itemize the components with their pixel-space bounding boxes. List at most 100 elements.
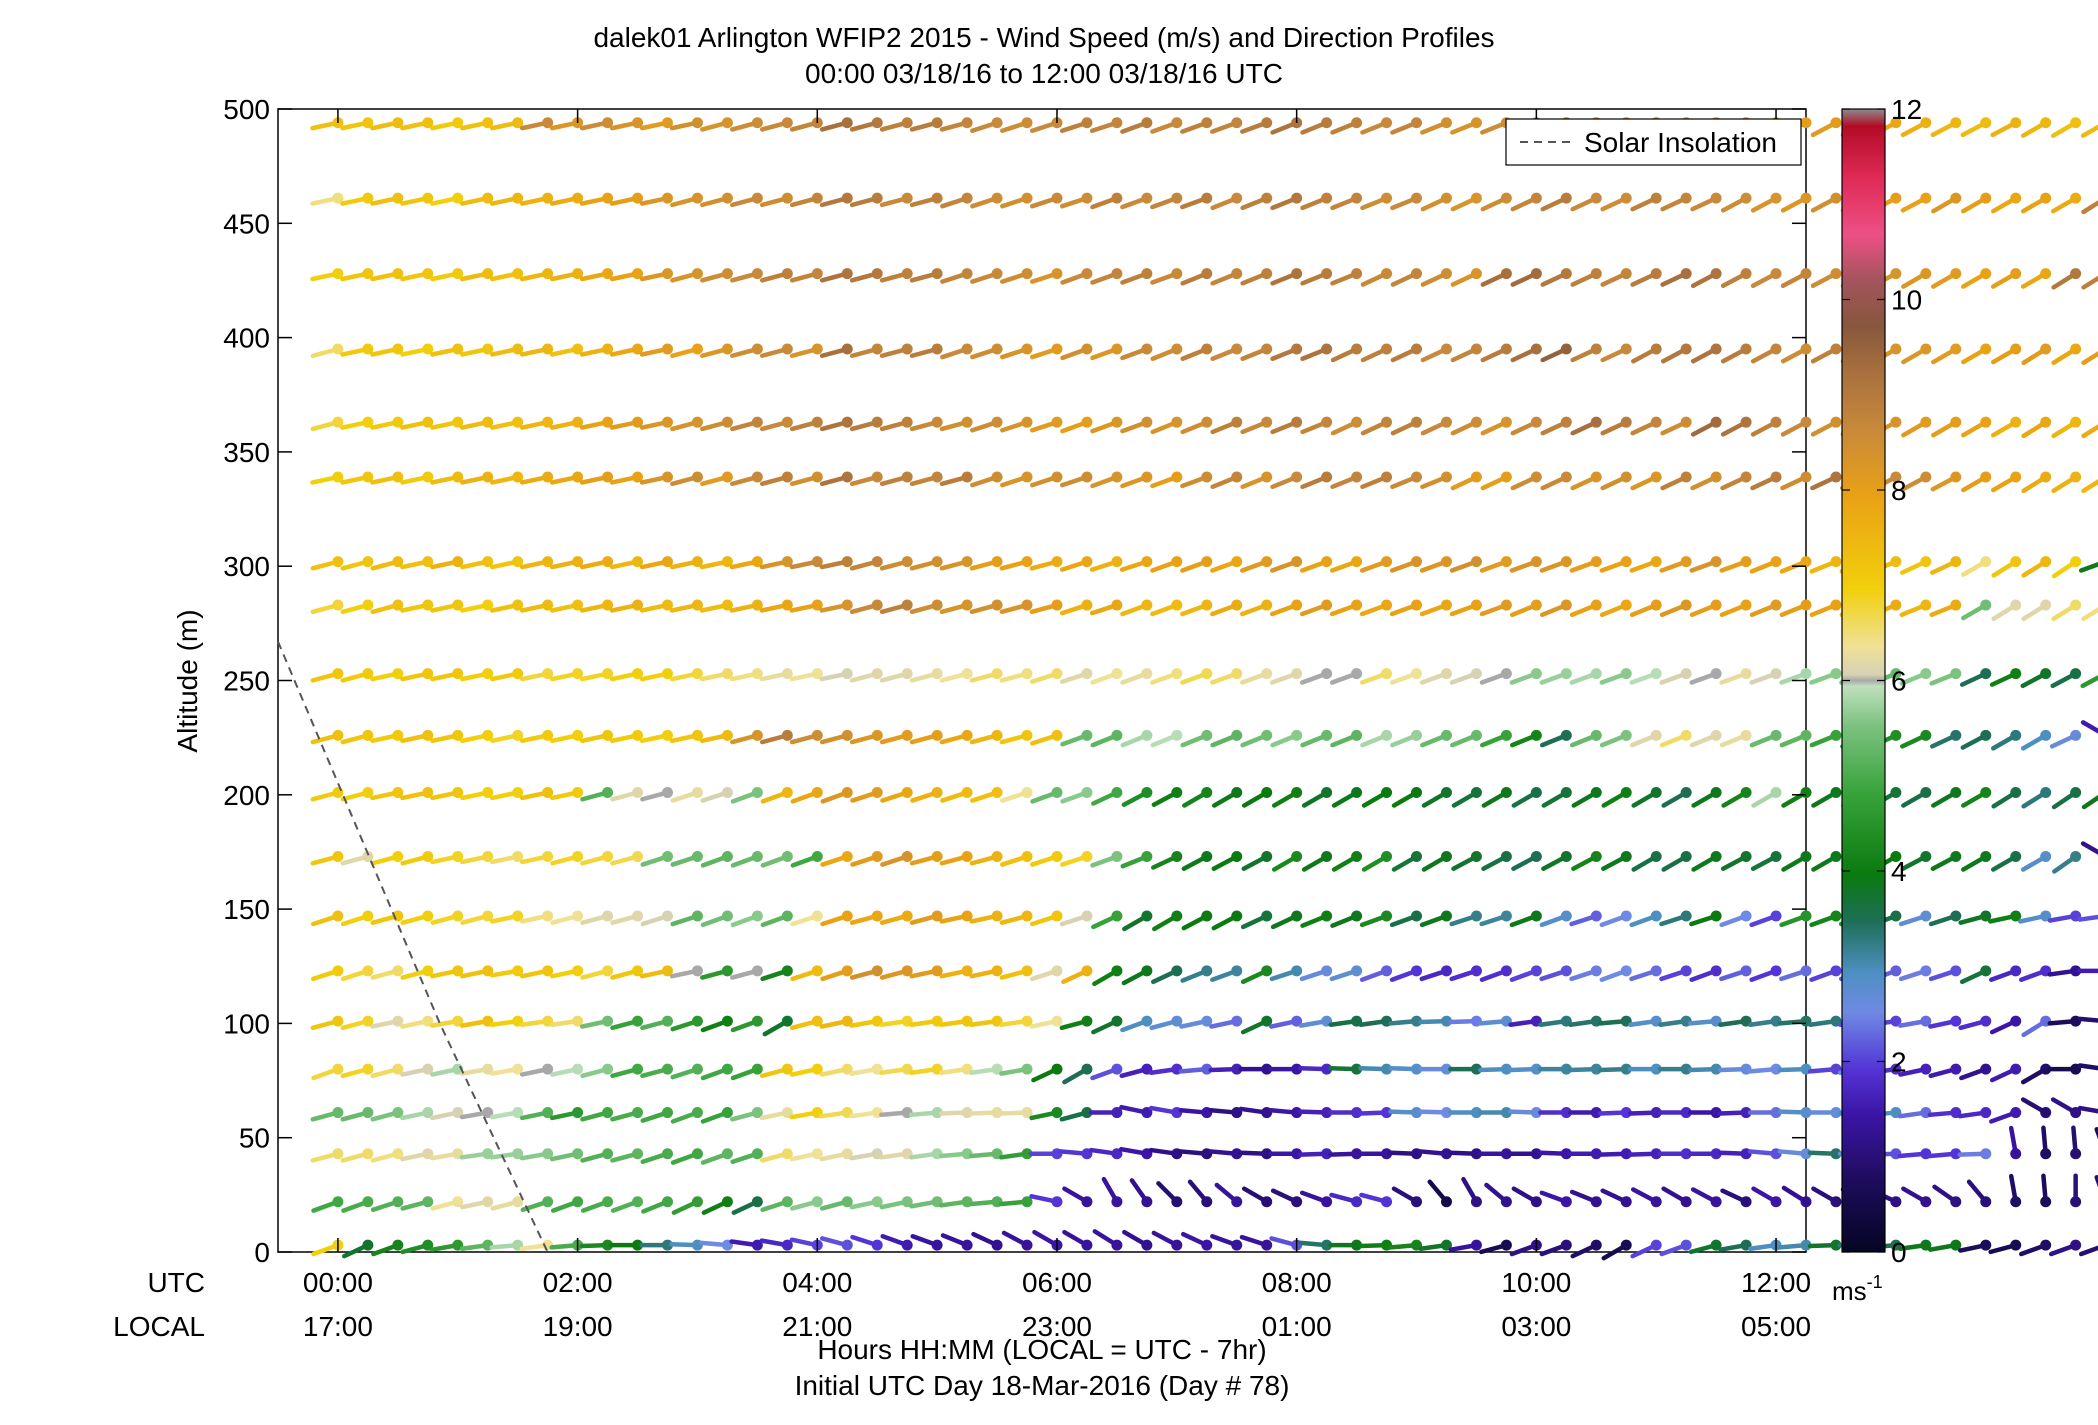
wind-barb-dot bbox=[1620, 1196, 1632, 1208]
wind-barb-dot bbox=[1440, 117, 1452, 129]
wind-barb-dot bbox=[362, 1015, 374, 1027]
wind-barb-dot bbox=[2010, 416, 2022, 428]
wind-barb-dot bbox=[1650, 1107, 1662, 1119]
wind-barb-dot bbox=[721, 1196, 733, 1208]
wind-barb-dot bbox=[1950, 965, 1962, 977]
wind-barb-dot bbox=[422, 729, 434, 741]
y-tick-label: 50 bbox=[239, 1123, 270, 1154]
wind-barb-dot bbox=[542, 965, 554, 977]
wind-barb-dot bbox=[542, 910, 554, 922]
wind-barb-dot bbox=[1261, 729, 1273, 741]
wind-barb-dot bbox=[1381, 192, 1393, 204]
wind-barb-dot bbox=[362, 1196, 374, 1208]
wind-barb-dot bbox=[691, 416, 703, 428]
wind-barb-dot bbox=[1530, 556, 1542, 568]
wind-barb-dot bbox=[1440, 851, 1452, 863]
wind-barb-dot bbox=[811, 556, 823, 568]
wind-barb-dot bbox=[1980, 1239, 1992, 1251]
wind-barb-dot bbox=[1950, 556, 1962, 568]
x-tick-label-utc: 02:00 bbox=[543, 1267, 613, 1298]
wind-barb-dot bbox=[542, 599, 554, 611]
wind-barb-dot bbox=[691, 117, 703, 129]
wind-barb-dot bbox=[1440, 268, 1452, 280]
wind-barb-dot bbox=[1231, 851, 1243, 863]
wind-barb-dot bbox=[2070, 471, 2082, 483]
wind-barb-dot bbox=[1141, 668, 1153, 680]
wind-barb-dot bbox=[1231, 343, 1243, 355]
wind-barb-dot bbox=[362, 668, 374, 680]
wind-barb-dot bbox=[1980, 851, 1992, 863]
wind-barb-dot bbox=[1710, 471, 1722, 483]
wind-barb-dot bbox=[1620, 343, 1632, 355]
wind-barb-dot bbox=[1381, 343, 1393, 355]
wind-barb-dot bbox=[1830, 1196, 1842, 1208]
wind-barb-dot bbox=[392, 1239, 404, 1251]
wind-barb-dot bbox=[1351, 343, 1363, 355]
wind-barb-dot bbox=[362, 117, 374, 129]
wind-barb-dot bbox=[2040, 343, 2052, 355]
wind-barb-dot bbox=[1231, 416, 1243, 428]
wind-barb-dot bbox=[1770, 851, 1782, 863]
wind-barb-dot bbox=[691, 1063, 703, 1075]
wind-barb-dot bbox=[2040, 729, 2052, 741]
wind-barb-dot bbox=[751, 556, 763, 568]
wind-barb-dot bbox=[1650, 343, 1662, 355]
wind-barb-dot bbox=[2070, 1148, 2082, 1160]
wind-barb-dot bbox=[1321, 1107, 1333, 1119]
wind-barb-dot bbox=[1830, 1148, 1842, 1160]
wind-barb-dot bbox=[781, 192, 793, 204]
wind-barb-dot bbox=[1141, 192, 1153, 204]
wind-barb-dot bbox=[2040, 599, 2052, 611]
wind-barb-dot bbox=[961, 471, 973, 483]
wind-barb-dot bbox=[1261, 1063, 1273, 1075]
wind-barb-dot bbox=[2040, 1148, 2052, 1160]
wind-barb-dot bbox=[1770, 599, 1782, 611]
wind-barb-dot bbox=[1351, 599, 1363, 611]
wind-barb-dot bbox=[1920, 1239, 1932, 1251]
wind-barb-dot bbox=[482, 910, 494, 922]
wind-barb-dot bbox=[1201, 1239, 1213, 1251]
wind-barb-dot bbox=[871, 729, 883, 741]
wind-barb-dot bbox=[1770, 1196, 1782, 1208]
wind-barb-dot bbox=[1171, 787, 1183, 799]
wind-barb-dot bbox=[602, 1063, 614, 1075]
wind-barb-dot bbox=[1830, 471, 1842, 483]
wind-barb-dot bbox=[661, 416, 673, 428]
wind-barb-dot bbox=[781, 471, 793, 483]
wind-barb-dot bbox=[1890, 599, 1902, 611]
wind-barb-dot bbox=[1500, 343, 1512, 355]
wind-barb-dot bbox=[1740, 1107, 1752, 1119]
wind-barb-dot bbox=[1291, 851, 1303, 863]
wind-barb-dot bbox=[1590, 668, 1602, 680]
wind-barb-dot bbox=[901, 599, 913, 611]
wind-barb-dot bbox=[572, 1015, 584, 1027]
wind-barb-dot bbox=[1261, 851, 1273, 863]
wind-barb-dot bbox=[1111, 851, 1123, 863]
wind-barb-dot bbox=[1680, 1239, 1692, 1251]
wind-barb-dot bbox=[1590, 416, 1602, 428]
wind-barb-dot bbox=[1650, 416, 1662, 428]
wind-barb-dot bbox=[1530, 599, 1542, 611]
wind-barb-dot bbox=[871, 268, 883, 280]
wind-barb-dot bbox=[1650, 1063, 1662, 1075]
wind-barb-dot bbox=[1800, 729, 1812, 741]
wind-barb-dot bbox=[1770, 668, 1782, 680]
wind-barb-dot bbox=[1261, 668, 1273, 680]
wind-barb-dot bbox=[1051, 192, 1063, 204]
wind-barb-dot bbox=[1560, 471, 1572, 483]
wind-barb-dot bbox=[2070, 117, 2082, 129]
wind-barb-dot bbox=[1740, 416, 1752, 428]
wind-barb-dot bbox=[721, 192, 733, 204]
wind-barb-dot bbox=[392, 599, 404, 611]
wind-barb-dot bbox=[1890, 1015, 1902, 1027]
wind-barb-dot bbox=[961, 556, 973, 568]
wind-barb-dot bbox=[1890, 1063, 1902, 1075]
wind-barb-dot bbox=[1141, 556, 1153, 568]
wind-barb-dot bbox=[841, 268, 853, 280]
wind-barb-dot bbox=[572, 1196, 584, 1208]
wind-barb-dot bbox=[1261, 599, 1273, 611]
wind-barb-dot bbox=[572, 192, 584, 204]
wind-barb-dot bbox=[1950, 729, 1962, 741]
wind-barb-dot bbox=[961, 1239, 973, 1251]
wind-barb-dot bbox=[2010, 1107, 2022, 1119]
